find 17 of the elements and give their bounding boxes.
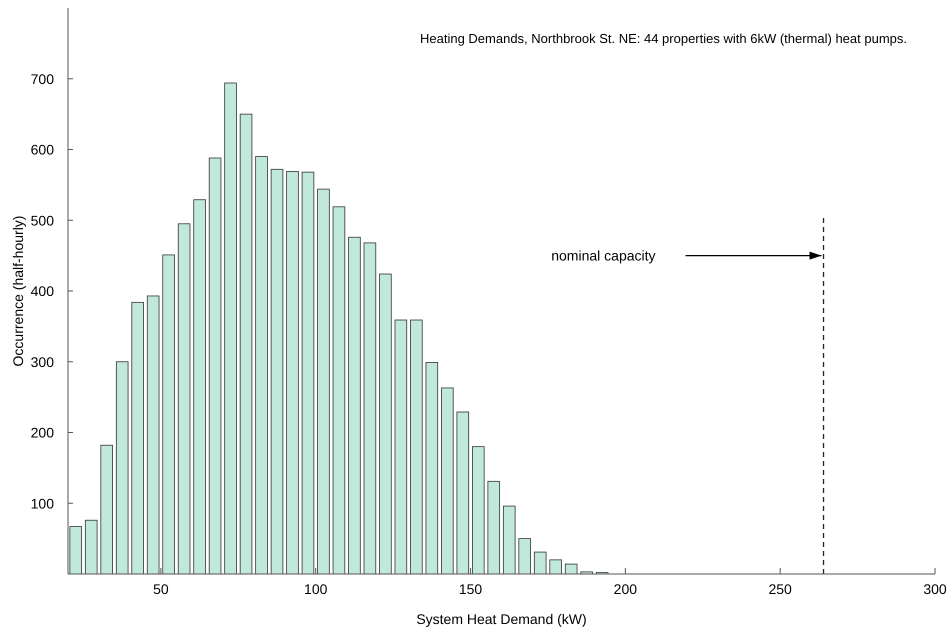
y-tick-label: 600 [30,142,54,158]
x-tick-label: 250 [768,581,792,597]
x-tick-label: 200 [614,581,638,597]
text: Heating Demands, Northbrook St. NE: 44 properties with 6kW (thermal) heat pumps. [420,31,907,46]
x-tick-label: 100 [304,581,328,597]
x-tick-label: 300 [923,581,947,597]
y-tick-label: 300 [30,354,54,370]
x-tick-label: 50 [153,581,169,597]
annotation: nominal capacity [551,248,656,264]
y-tick-label: 200 [30,424,54,440]
y-tick-label: 400 [30,283,54,299]
x-axis-title: System Heat Demand (kW) [416,611,587,627]
y-tick-label: 700 [30,70,54,87]
y-axis-title: Occurrence (half-hourly) [10,216,26,366]
y-tick-label: 100 [30,495,54,512]
y-tick-label: 500 [30,212,54,228]
x-tick-label: 150 [458,581,482,597]
